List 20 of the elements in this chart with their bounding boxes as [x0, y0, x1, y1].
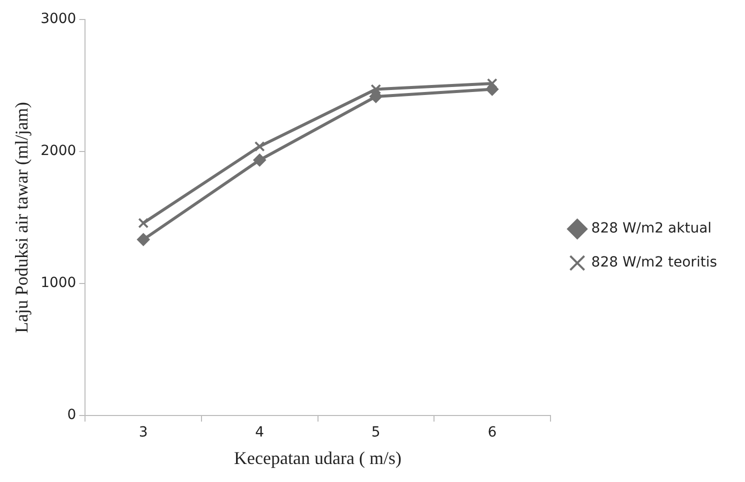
- legend-label: 828 W/m2 aktual: [591, 220, 712, 237]
- x-tick-label: 6: [488, 424, 497, 441]
- point: [486, 78, 498, 89]
- x-tick-label: 3: [138, 424, 148, 441]
- x-tick-label: 5: [371, 424, 380, 441]
- point: [138, 218, 149, 228]
- point: [486, 82, 499, 96]
- point: [253, 154, 266, 167]
- y-tick-label: 2000: [40, 143, 76, 160]
- point: [370, 84, 382, 95]
- y-tick-label: 0: [67, 407, 76, 424]
- point: [369, 90, 382, 104]
- y-tick-label: 1000: [40, 275, 76, 292]
- legend-label: 828 W/m2 teoritis: [591, 254, 718, 271]
- y-tick-label: 3000: [40, 11, 76, 28]
- x-tick-label: 4: [255, 424, 264, 441]
- y-axis-title: Laju Poduksi air tawar (ml/jam): [12, 102, 32, 333]
- x-axis-title: Kecepatan udara ( m/s): [234, 448, 402, 468]
- point: [254, 141, 265, 152]
- point: [136, 233, 150, 246]
